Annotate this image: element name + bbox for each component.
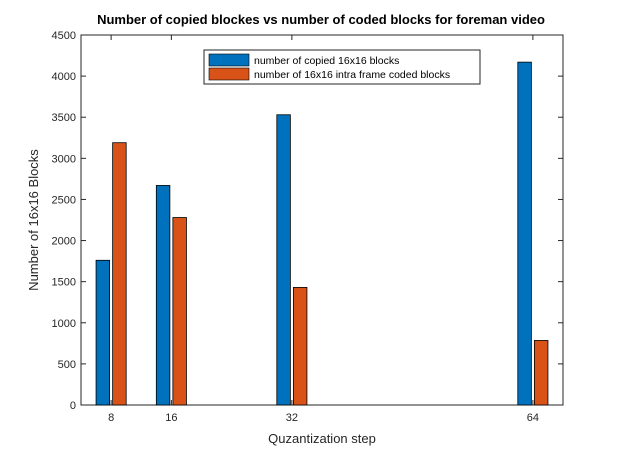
y-tick-label: 4500 [52, 30, 76, 42]
x-axis: 8 16 32 64 [108, 35, 539, 424]
y-axis-label: Number of 16x16 Blocks [26, 149, 41, 291]
legend-label-coded: number of 16x16 intra frame coded blocks [254, 69, 450, 81]
y-tick-label: 1000 [52, 318, 76, 330]
x-tick-label: 32 [286, 412, 298, 424]
legend-label-copied: number of copied 16x16 blocks [254, 55, 399, 67]
bar-copied-8 [95, 259, 111, 406]
y-tick-label: 3500 [52, 112, 76, 124]
y-axis: 0 500 1000 1500 2000 2500 3000 3500 4000 4500 [52, 30, 563, 412]
bar-coded-64 [533, 340, 549, 406]
y-tick-label: 0 [70, 400, 76, 412]
legend-box [203, 49, 481, 85]
bar-coded-32 [292, 287, 308, 406]
x-tick-label: 16 [165, 412, 177, 424]
bars [95, 61, 549, 406]
legend: number of copied 16x16 blocks number of … [203, 49, 481, 85]
y-tick-label: 1500 [52, 277, 76, 289]
legend-swatch-coded [208, 67, 250, 81]
y-tick-label: 2500 [52, 194, 76, 206]
y-tick-label: 3000 [52, 153, 76, 165]
plot-area [80, 34, 564, 406]
y-tick-label: 2000 [52, 236, 76, 248]
bar-copied-16 [155, 185, 171, 406]
bar-copied-64 [517, 61, 532, 406]
legend-swatch-copied [208, 53, 250, 67]
x-axis-label: Quzantization step [268, 431, 376, 446]
bar-coded-8 [112, 142, 127, 406]
x-tick-label: 64 [527, 412, 539, 424]
y-tick-label: 4000 [52, 71, 76, 83]
chart-title: Number of copied blockes vs number of co… [97, 12, 545, 27]
y-tick-label: 500 [58, 359, 76, 371]
bar-copied-32 [276, 114, 291, 406]
bar-coded-16 [172, 217, 187, 406]
x-tick-label: 8 [108, 412, 114, 424]
